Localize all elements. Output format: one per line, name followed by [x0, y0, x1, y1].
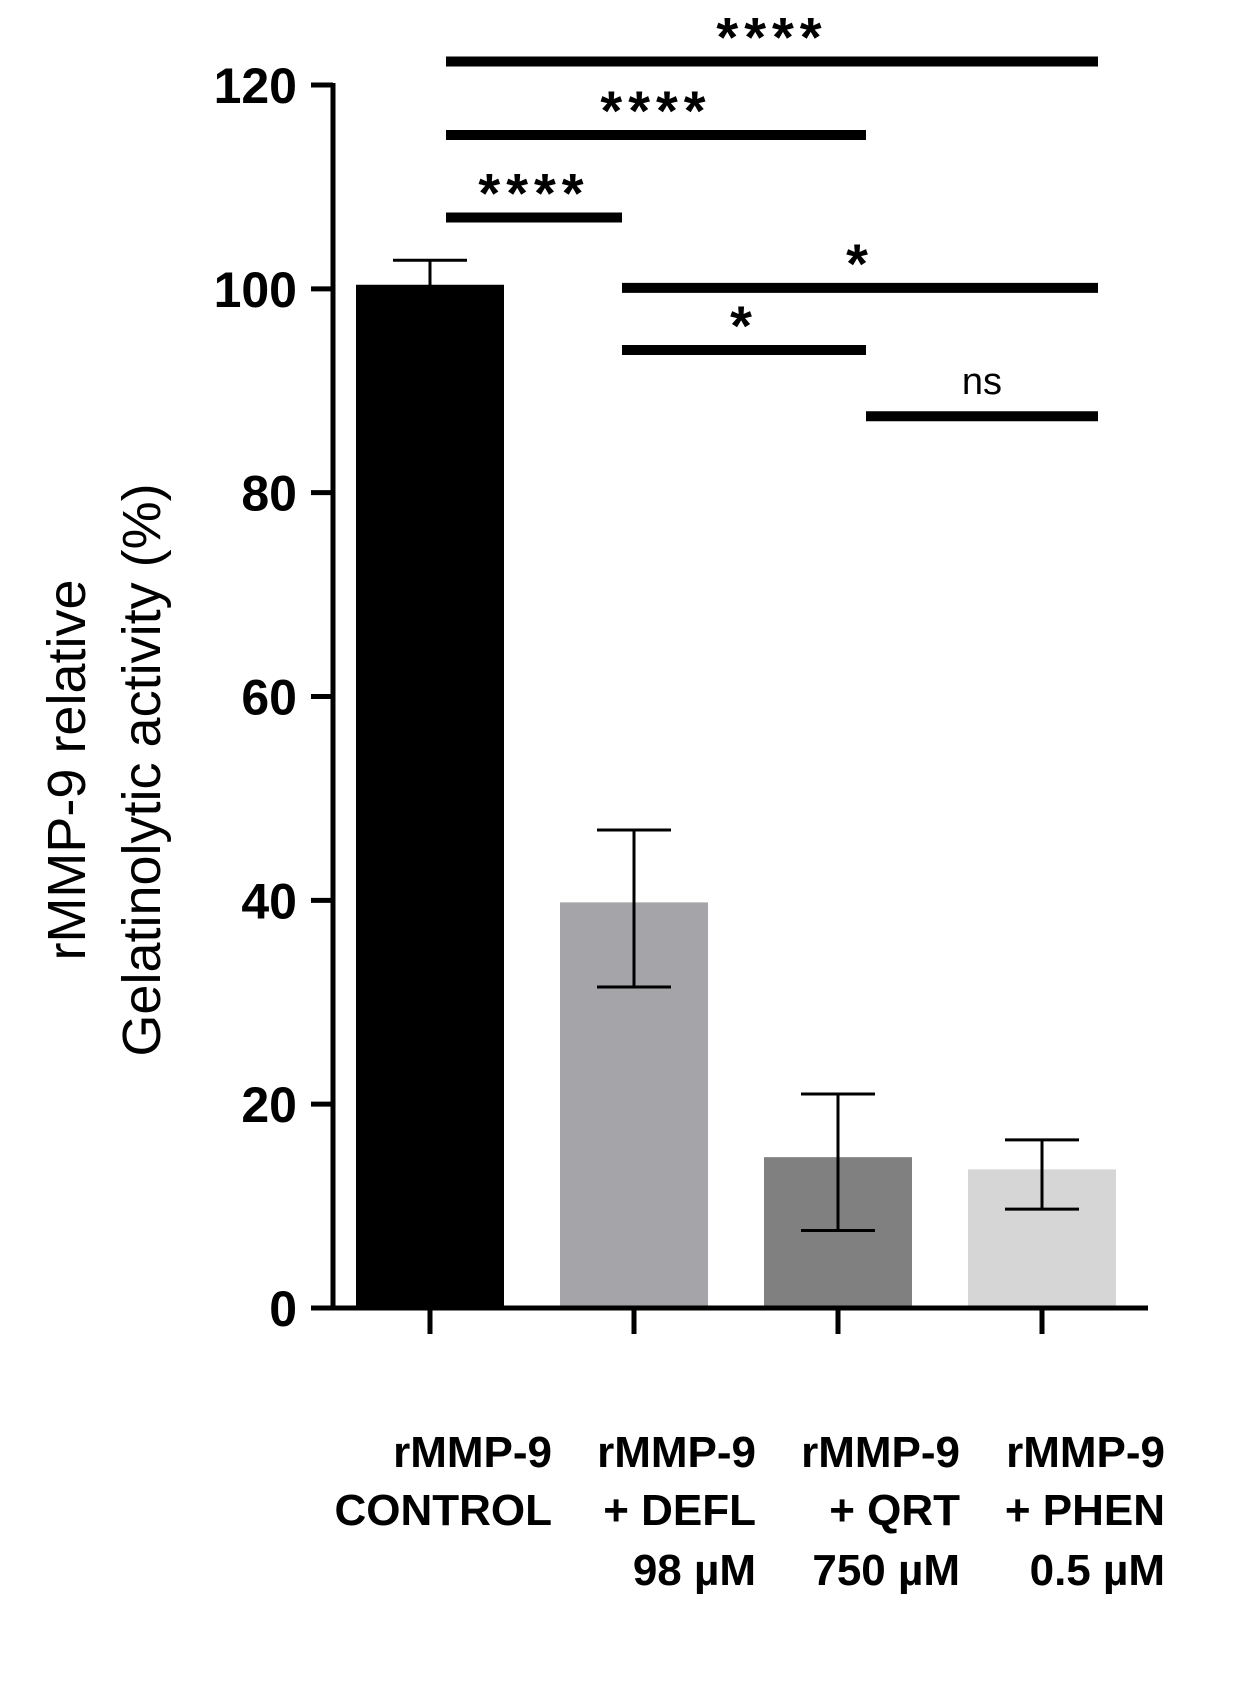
y-tick-label: 80 [241, 466, 297, 522]
y-axis-label: rMMP-9 relative Gelatinolytic activity (… [37, 483, 172, 1056]
category-label-line: 0.5 µM [1030, 1546, 1165, 1595]
category-label-line: rMMP-9 [1006, 1428, 1165, 1477]
category-label-line: rMMP-9 [801, 1428, 960, 1477]
significance-label: **** [478, 161, 589, 224]
category-label-line: CONTROL [334, 1486, 552, 1535]
y-tick-label: 0 [269, 1281, 297, 1337]
category-label-line: + QRT [829, 1486, 960, 1535]
y-tick-label: 20 [241, 1077, 297, 1133]
y-tick-label: 100 [214, 262, 297, 318]
bars [356, 284, 1116, 1308]
significance-label: ns [962, 361, 1002, 403]
y-tick-label: 40 [241, 873, 297, 929]
y-axis-label-line-1: rMMP-9 relative [37, 579, 97, 960]
y-tick-label: 60 [241, 670, 297, 726]
bar [356, 284, 504, 1308]
category-labels: rMMP-9 CONTROL rMMP-9 + DEFL 98 µM rMMP-9 + QR… [334, 1428, 1165, 1595]
significance-label: * [730, 294, 758, 357]
category-label-line: + DEFL [603, 1486, 756, 1535]
category-label-line: + PHEN [1005, 1486, 1165, 1535]
significance-label: **** [716, 6, 827, 69]
category-label-line: rMMP-9 [393, 1428, 552, 1477]
significance-brackets: **************ns [446, 6, 1098, 422]
axes [330, 83, 1148, 1311]
y-ticks: 0 20 40 60 80 100 120 [214, 58, 333, 1337]
error-bars [393, 258, 1079, 1233]
y-axis-label-line-2: Gelatinolytic activity (%) [112, 483, 172, 1056]
category-label-line: rMMP-9 [597, 1428, 756, 1477]
category-label-line: 98 µM [633, 1546, 756, 1595]
x-ticks [427, 1308, 1045, 1334]
significance-label: * [846, 232, 874, 295]
significance-label: **** [600, 79, 711, 142]
category-label-line: 750 µM [812, 1546, 960, 1595]
y-tick-label: 120 [214, 58, 297, 114]
